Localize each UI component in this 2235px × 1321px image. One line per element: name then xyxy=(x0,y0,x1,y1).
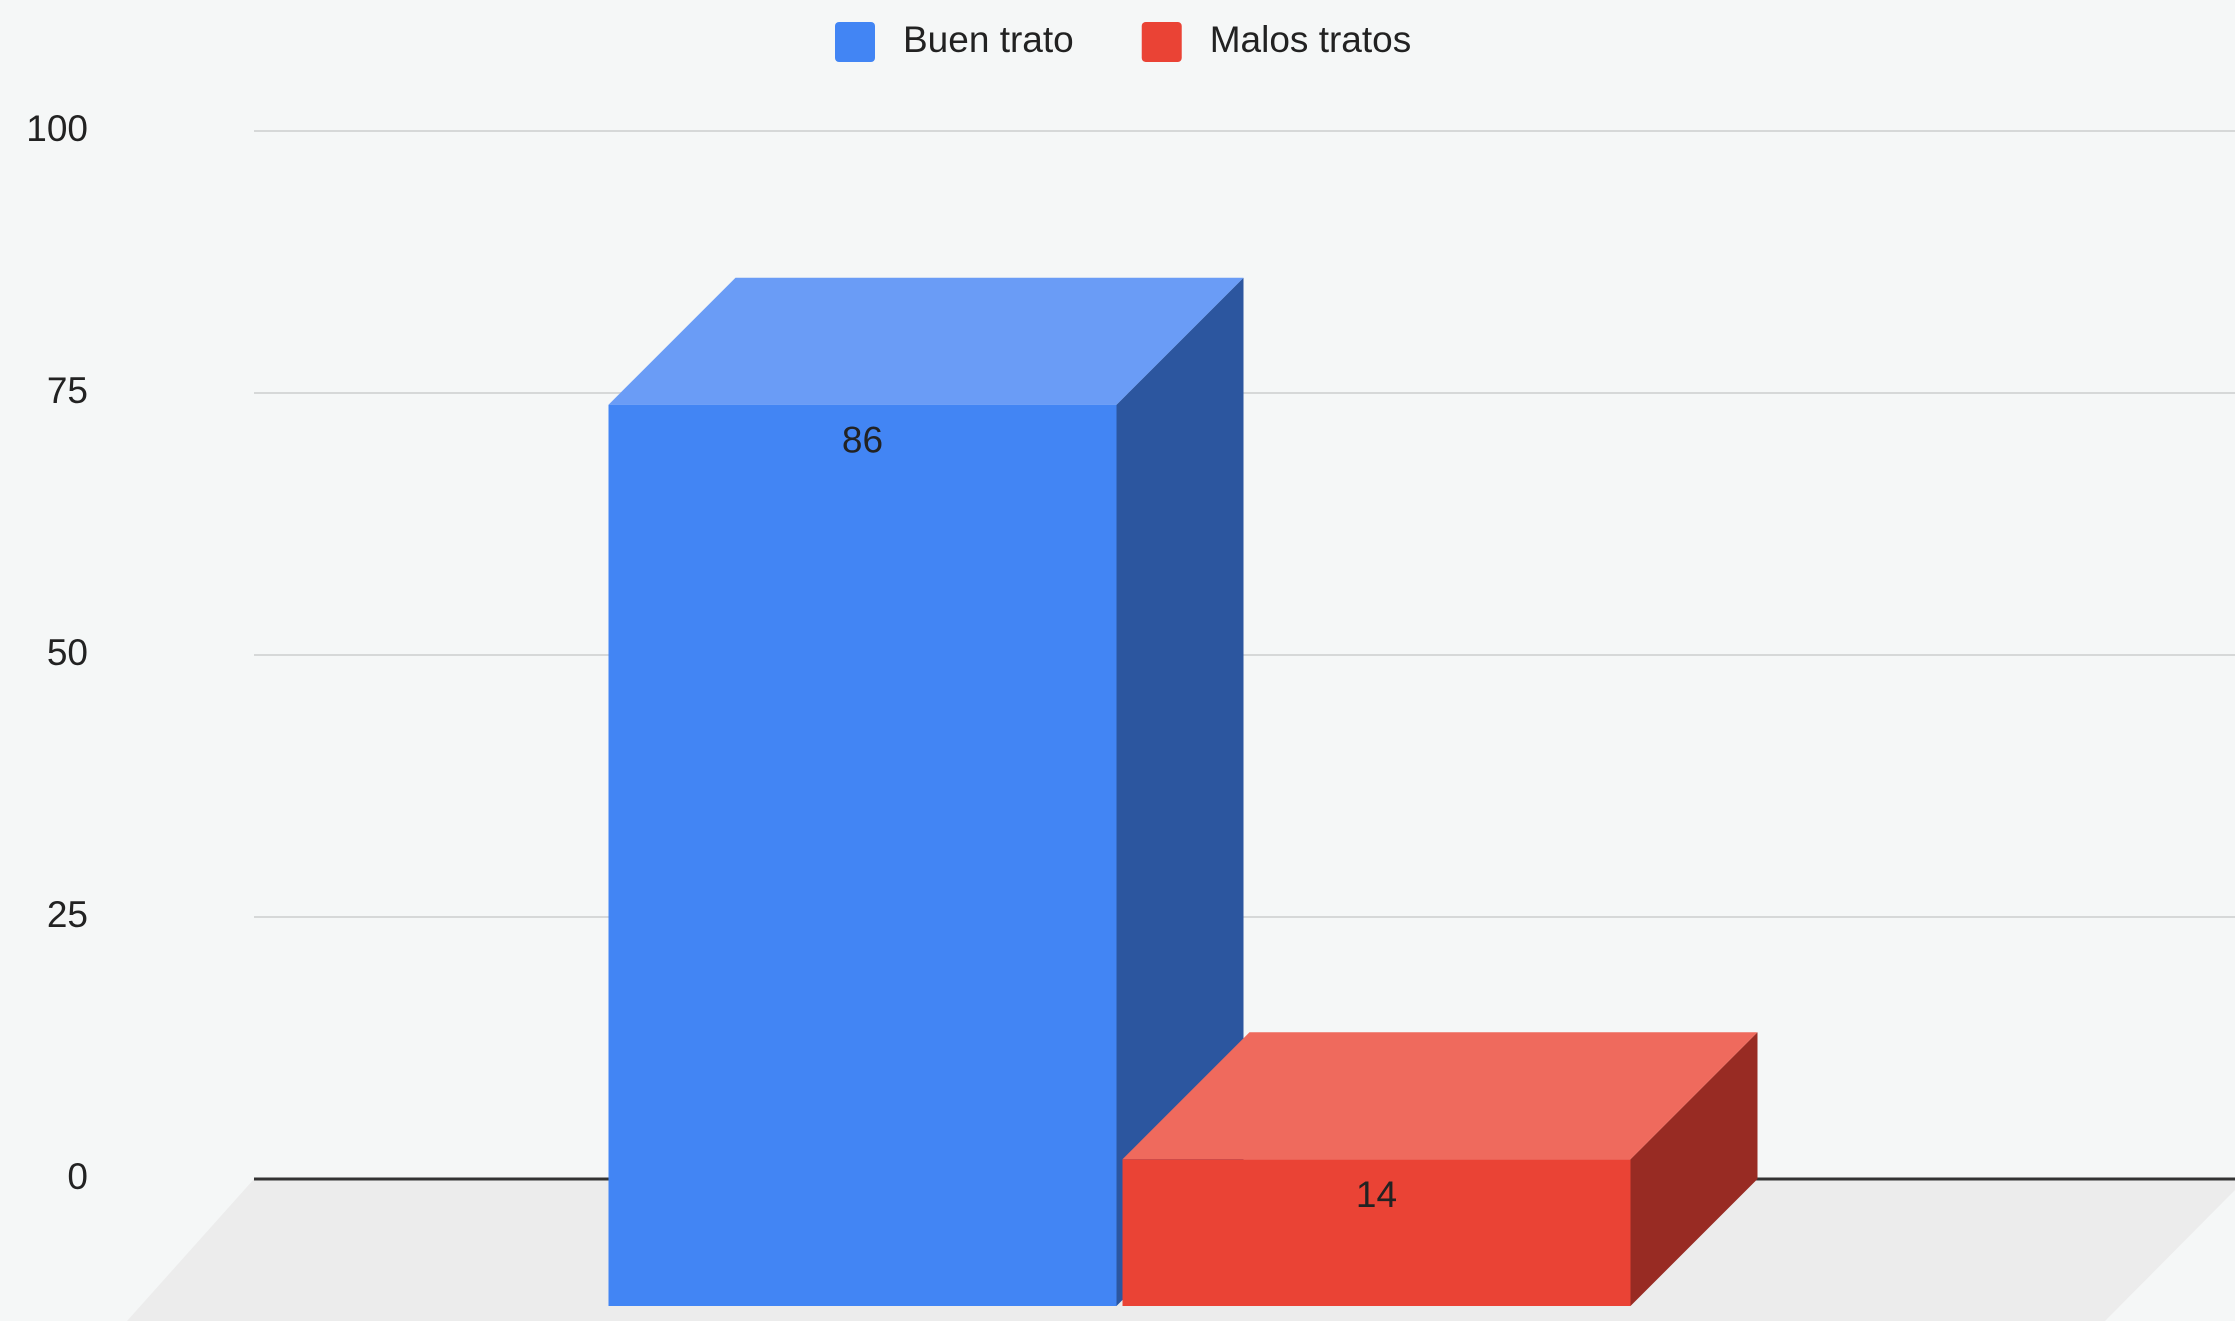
bar xyxy=(608,404,1117,1307)
bar-top xyxy=(608,277,1244,405)
legend-label: Buen trato xyxy=(903,19,1074,60)
bar-top xyxy=(1122,1032,1758,1160)
data-label: 86 xyxy=(842,420,883,461)
bar-side xyxy=(1116,277,1244,1307)
legend-swatch xyxy=(1141,22,1182,62)
y-tick-label: 0 xyxy=(67,1156,88,1197)
legend-swatch xyxy=(835,22,875,62)
y-tick-label: 75 xyxy=(47,370,88,411)
bar xyxy=(1122,1159,1631,1306)
legend-label: Malos tratos xyxy=(1210,19,1412,60)
y-tick-label: 50 xyxy=(47,632,88,673)
data-label: 14 xyxy=(1356,1174,1397,1215)
y-tick-label: 25 xyxy=(47,894,88,935)
bar-side xyxy=(1630,1032,1758,1306)
y-tick-label: 100 xyxy=(26,108,88,149)
